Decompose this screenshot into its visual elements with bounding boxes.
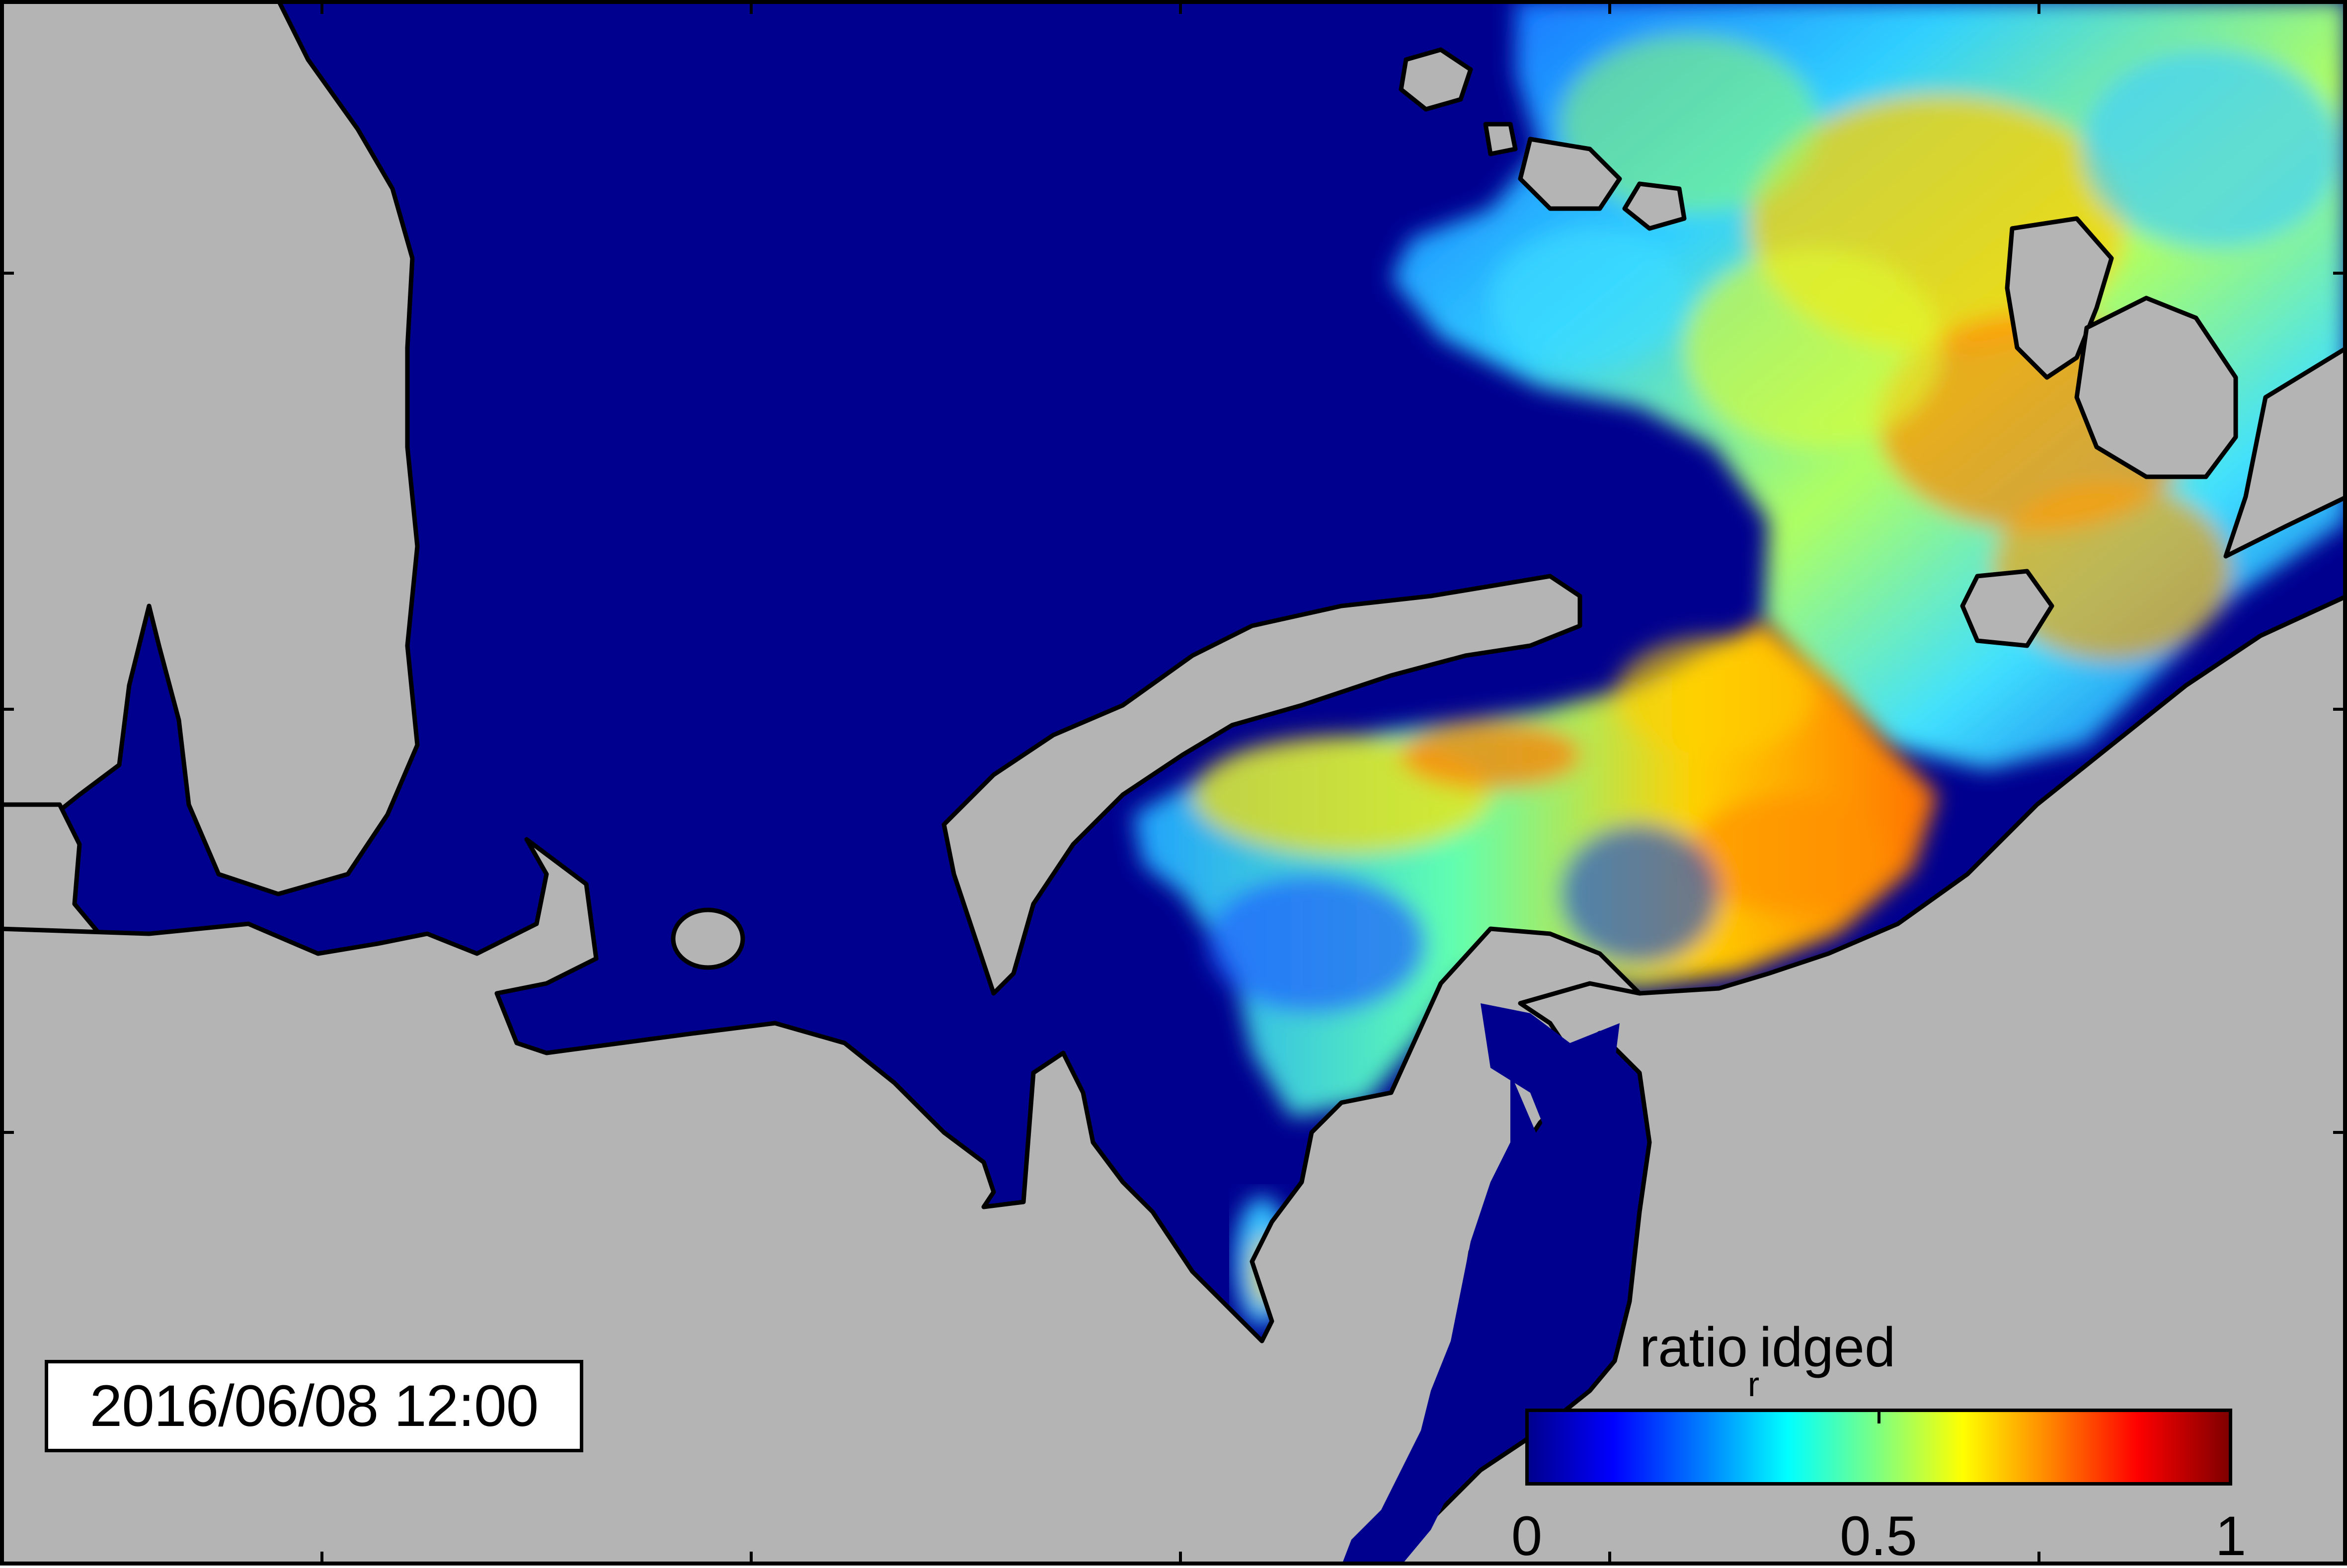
land-island-east-1 (2005, 216, 2114, 380)
timestamp-box: 2016/06/08 12:00 (45, 1360, 583, 1452)
land-west (0, 0, 420, 896)
colorbar-tick-label: 0.5 (1840, 1505, 1917, 1567)
sea-ice-field-north (1391, 0, 2347, 770)
colorbar-tick-label: 0 (1511, 1505, 1543, 1567)
colorbar-tick-mark (1878, 1409, 1880, 1423)
colorbar-title-tail: idged (1759, 1316, 1896, 1378)
colorbar-title: ratioridged (1640, 1315, 1896, 1404)
colorbar-tick-mark (1525, 1409, 1528, 1423)
land-island-east-2 (2074, 296, 2238, 479)
colorbar-title-sub: r (1747, 1365, 1760, 1404)
inlet-water (1481, 1003, 1625, 1242)
colorbar-tick-label: 1 (2215, 1505, 2247, 1567)
land-south-east (1379, 594, 2347, 1566)
sea-ice-field-central (1133, 621, 1938, 1118)
land-island-small (671, 907, 745, 970)
land-island-east-3 (1960, 569, 2054, 648)
land-archipelago-north (1399, 47, 1687, 231)
land-peninsula-east (2223, 345, 2347, 559)
inlet-water-2 (1341, 1073, 1550, 1566)
colorbar-title-main: ratio (1640, 1316, 1748, 1378)
timestamp-label: 2016/06/08 12:00 (89, 1373, 539, 1439)
land-peninsula-center (941, 574, 1582, 996)
colorbar-tick-mark (2229, 1409, 2232, 1423)
